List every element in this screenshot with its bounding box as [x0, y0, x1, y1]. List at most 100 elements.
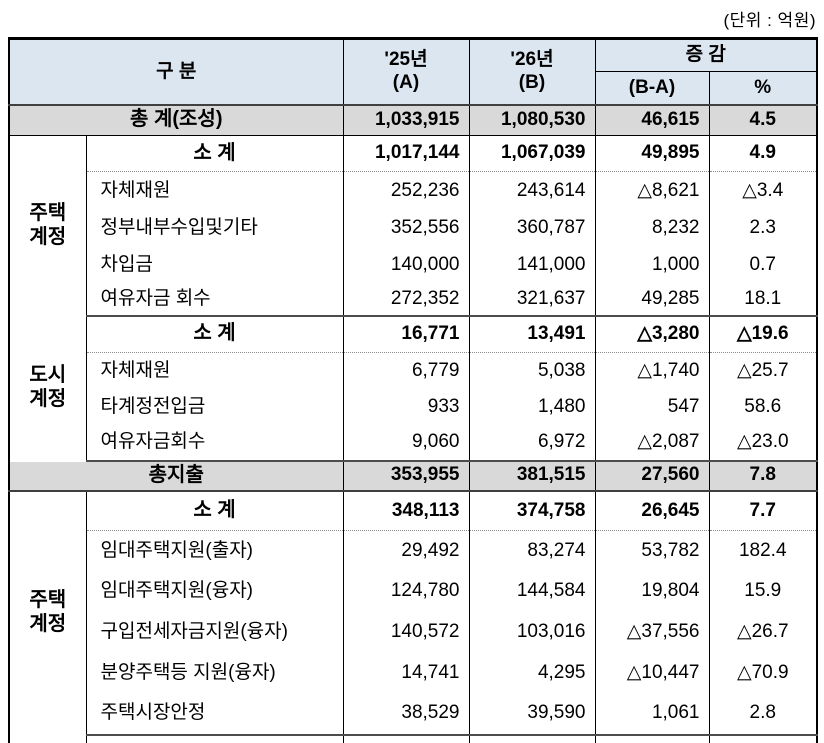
header-year-25: '25년 (A)	[342, 38, 470, 106]
value-pct: 58.6	[708, 389, 818, 426]
value-diff: 53,782	[594, 530, 710, 572]
row-label: 차입금	[85, 246, 344, 284]
header-year-26: '26년 (B)	[468, 38, 596, 106]
value-a: 140,572	[342, 611, 470, 653]
row-label: 자체재원	[85, 352, 344, 390]
table-row-subtotal: 주택 계정 소 계 1,017,144 1,067,039 49,895 4.9	[8, 135, 818, 316]
value-a: 29,492	[342, 530, 470, 572]
header-row-1: 구 분 '25년 (A) '26년 (B) 증 감	[8, 38, 818, 106]
table-row: 여유자금회수 9,060 6,972 △2,087 △23.0	[9, 425, 818, 462]
table-row-subtotal: 도시 계정 소 계 16,771 13,491 △3,280 △19.6	[8, 315, 818, 461]
table-row-total-expenditure: 총지출 353,955 381,515 27,560 7.8	[8, 460, 818, 492]
header-category: 구 분	[8, 38, 344, 106]
row-label: 소 계	[85, 490, 344, 531]
value-b: 1,067,039	[468, 135, 596, 172]
value-a: 6,779	[342, 352, 470, 390]
row-label: 자체재원	[85, 171, 344, 210]
value-b: 5,038	[468, 352, 596, 390]
value-a: 353,955	[342, 460, 470, 492]
value-b: 103,016	[468, 611, 596, 653]
value-a: 140,000	[342, 246, 470, 284]
value-a: 933	[342, 389, 470, 426]
value-diff: 26,645	[594, 490, 710, 531]
value-b: 13,491	[468, 315, 596, 353]
value-a: 16,771	[342, 315, 470, 353]
header-pct: %	[708, 71, 818, 106]
row-label: 여유자금회수	[85, 425, 344, 462]
value-diff: △1,740	[594, 352, 710, 390]
value-diff: △8,621	[594, 171, 710, 210]
table-row: 분양주택등 지원(융자) 14,741 4,295 △10,447 △70.9	[9, 652, 818, 694]
budget-table: 구 분 '25년 (A) '26년 (B) 증 감 (B-A) % 총 계(조성…	[8, 37, 818, 743]
value-diff: 46,615	[594, 104, 710, 136]
value-diff: △37,556	[594, 611, 710, 653]
value-diff: 8,232	[594, 209, 710, 247]
value-b: 6,972	[468, 425, 596, 462]
value-diff: △3,280	[594, 315, 710, 353]
row-label: 구입전세자금지원(융자)	[85, 611, 344, 653]
table-row: 차입금 140,000 141,000 1,000 0.7	[9, 246, 818, 284]
row-label: 주택시장안정	[85, 693, 344, 736]
table-row-cutoff	[8, 734, 818, 743]
value-a: 1,017,144	[342, 135, 470, 172]
table-row: 자체재원 252,236 243,614 △8,621 △3.4	[9, 171, 818, 210]
value-b: 1,080,530	[468, 104, 596, 136]
empty-cell	[468, 734, 596, 743]
value-a: 38,529	[342, 693, 470, 736]
table-row-grand-total: 총 계(조성) 1,033,915 1,080,530 46,615 4.5	[8, 104, 818, 136]
value-pct: △25.7	[708, 352, 818, 390]
value-diff: △2,087	[594, 425, 710, 462]
table-row: 구입전세자금지원(융자) 140,572 103,016 △37,556 △26…	[9, 611, 818, 653]
value-diff: 19,804	[594, 571, 710, 612]
row-label: 소 계	[85, 135, 344, 172]
value-b: 381,515	[468, 460, 596, 492]
value-pct: 2.3	[708, 209, 818, 247]
value-pct: △23.0	[708, 425, 818, 462]
value-pct: △19.6	[708, 315, 818, 353]
value-a: 348,113	[342, 490, 470, 531]
value-b: 321,637	[468, 283, 596, 317]
row-label: 총 계(조성)	[8, 104, 344, 136]
table-row: 자체재원 6,779 5,038 △1,740 △25.7	[9, 352, 818, 390]
value-b: 141,000	[468, 246, 596, 284]
table-row: 임대주택지원(융자) 124,780 144,584 19,804 15.9	[9, 571, 818, 612]
table-row: 주택시장안정 38,529 39,590 1,061 2.8	[9, 693, 818, 736]
table-row-subtotal: 주택 계정 소 계 348,113 374,758 26,645 7.7	[8, 490, 818, 735]
group-label-housing: 주택 계정	[8, 135, 87, 316]
value-diff: 1,061	[594, 693, 710, 736]
table-row: 타계정전입금 933 1,480 547 58.6	[9, 389, 818, 426]
value-b: 39,590	[468, 693, 596, 736]
group-label-housing-exp: 주택 계정	[8, 490, 87, 735]
empty-cell	[708, 734, 818, 743]
row-label: 임대주택지원(융자)	[85, 571, 344, 612]
empty-cell	[8, 734, 87, 743]
table-row: 임대주택지원(출자) 29,492 83,274 53,782 182.4	[9, 530, 818, 572]
value-a: 14,741	[342, 652, 470, 694]
value-b: 374,758	[468, 490, 596, 531]
row-label: 여유자금 회수	[85, 283, 344, 317]
value-diff: 49,895	[594, 135, 710, 172]
table-row: 여유자금 회수 272,352 321,637 49,285 18.1	[9, 283, 818, 317]
row-label: 분양주택등 지원(융자)	[85, 652, 344, 694]
row-label: 정부내부수입및기타	[85, 209, 344, 247]
unit-label: (단위 : 억원)	[723, 11, 816, 30]
table-row: 정부내부수입및기타 352,556 360,787 8,232 2.3	[9, 209, 818, 247]
value-pct: 182.4	[708, 530, 818, 572]
value-a: 252,236	[342, 171, 470, 210]
value-pct: 7.8	[708, 460, 818, 492]
value-a: 124,780	[342, 571, 470, 612]
group-label-city: 도시 계정	[8, 315, 87, 461]
value-b: 360,787	[468, 209, 596, 247]
empty-cell	[594, 734, 710, 743]
empty-cell	[85, 734, 344, 743]
value-diff: 547	[594, 389, 710, 426]
value-pct: 2.8	[708, 693, 818, 736]
row-label: 타계정전입금	[85, 389, 344, 426]
value-pct: △70.9	[708, 652, 818, 694]
value-b: 144,584	[468, 571, 596, 612]
value-pct: 15.9	[708, 571, 818, 612]
row-label: 임대주택지원(출자)	[85, 530, 344, 572]
header-diff: (B-A)	[594, 71, 710, 106]
value-b: 4,295	[468, 652, 596, 694]
value-diff: △10,447	[594, 652, 710, 694]
